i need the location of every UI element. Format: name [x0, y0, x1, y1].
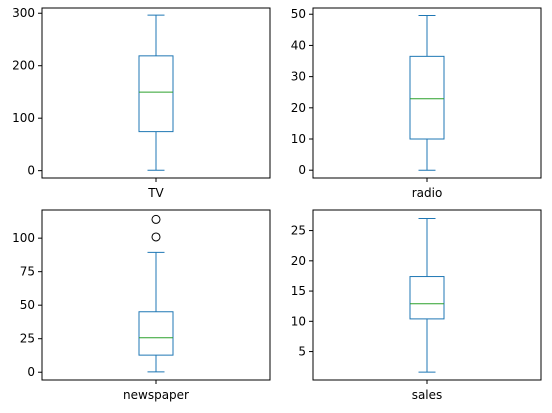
ytick-label: 0	[27, 365, 35, 379]
axes-frame	[41, 209, 271, 381]
subplot-radio: 0 10 20 30 40 50 radio	[291, 7, 542, 200]
ytick-label: 40	[291, 38, 306, 52]
ytick-label: 30	[291, 70, 306, 84]
xtick-label: radio	[412, 186, 443, 200]
xtick-label: sales	[412, 388, 443, 402]
ytick-label: 10	[291, 314, 306, 328]
ytick-label: 25	[20, 332, 35, 346]
ytick-label: 25	[291, 224, 306, 238]
outlier-point	[151, 214, 161, 224]
ytick-label: 0	[298, 163, 306, 177]
axes-frame	[41, 7, 271, 179]
ytick-label: 100	[12, 111, 35, 125]
xtick-label: TV	[147, 186, 164, 200]
ytick-label: 0	[27, 164, 35, 178]
ytick-label: 10	[291, 132, 306, 146]
subplot-newspaper: 0 25 50 75 100 newspaper	[12, 209, 271, 402]
ytick-label: 20	[291, 101, 306, 115]
box-iqr	[409, 276, 445, 320]
box-iqr	[138, 55, 174, 133]
xtick-label: newspaper	[123, 388, 189, 402]
ytick-label: 100	[12, 231, 35, 245]
ytick-label: 50	[291, 7, 306, 21]
ytick-label: 300	[12, 6, 35, 20]
axes-frame	[312, 7, 542, 179]
axes-frame	[312, 209, 542, 381]
ytick-label: 75	[20, 265, 35, 279]
box-iqr	[409, 55, 445, 140]
box-iqr	[138, 311, 174, 356]
ytick-label: 200	[12, 59, 35, 73]
subplot-sales: 5 10 15 20 25 sales	[291, 209, 542, 402]
ytick-label: 5	[298, 345, 306, 359]
ytick-label: 50	[20, 298, 35, 312]
subplot-TV: 0 100 200 300 TV	[12, 6, 271, 200]
ytick-label: 15	[291, 284, 306, 298]
outlier-point	[151, 232, 161, 242]
ytick-label: 20	[291, 254, 306, 268]
